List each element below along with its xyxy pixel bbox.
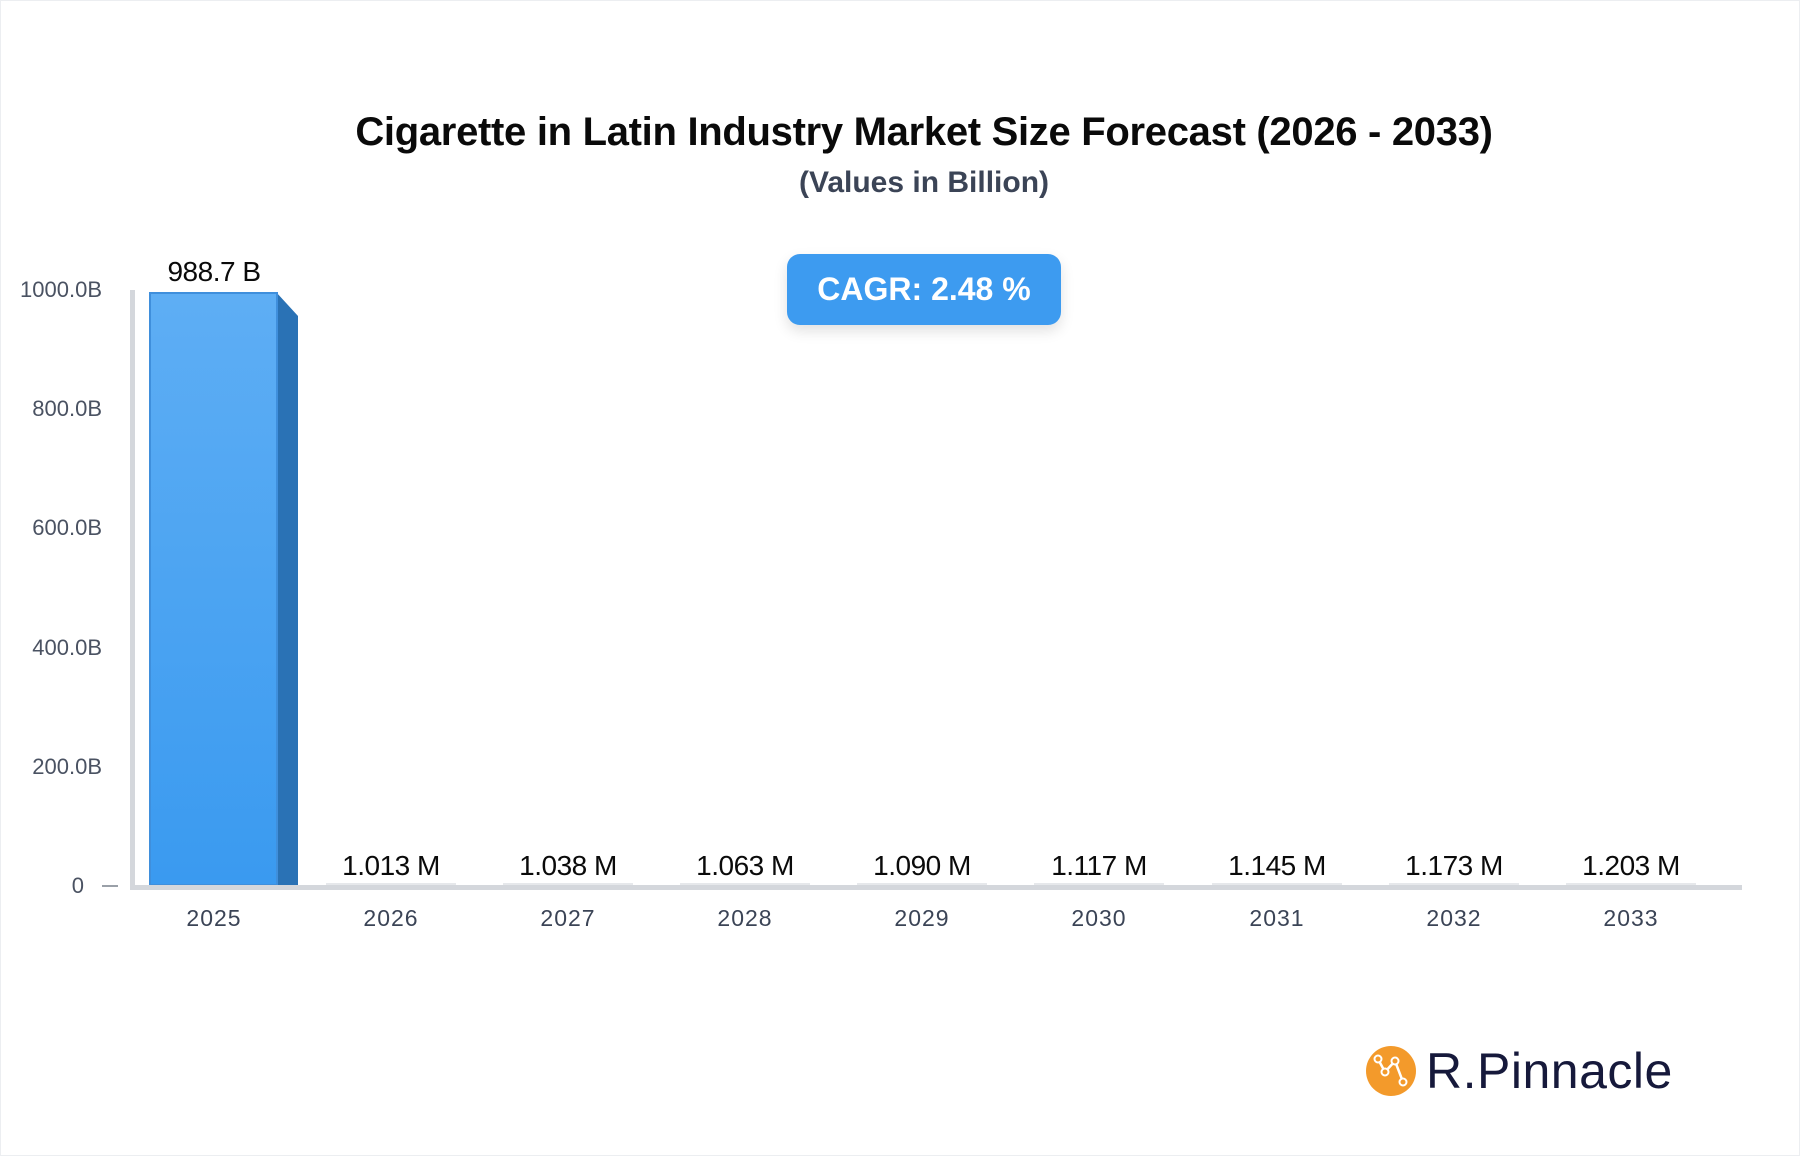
- value-label-2032: 1.173 M: [1405, 850, 1503, 881]
- y-tick-label: 200.0B: [32, 754, 102, 779]
- value-label-2028: 1.063 M: [696, 850, 794, 881]
- chart-title: Cigarette in Latin Industry Market Size …: [355, 110, 1493, 154]
- value-label-2027: 1.038 M: [519, 850, 617, 881]
- y-tick-label: 800.0B: [32, 396, 102, 421]
- cagr-badge: CAGR: 2.48 %: [787, 254, 1061, 325]
- y-axis-line: [130, 290, 135, 889]
- x-tick-label: 2026: [363, 905, 419, 931]
- chart-network-icon: [1366, 1046, 1416, 1096]
- value-label-2025: 988.7 B: [167, 256, 261, 287]
- x-tick-label: 2032: [1426, 905, 1482, 931]
- y-tick-label: 600.0B: [32, 515, 102, 540]
- value-label-2026: 1.013 M: [342, 850, 440, 881]
- value-label-2031: 1.145 M: [1228, 850, 1326, 881]
- bar-side-2025: [276, 292, 298, 887]
- x-tick-label: 2029: [894, 905, 950, 931]
- y-tick-label: 1000.0B: [20, 277, 102, 302]
- value-label-2030: 1.117 M: [1051, 850, 1147, 881]
- x-tick-label: 2025: [186, 905, 242, 931]
- x-tick-label: 2028: [717, 905, 773, 931]
- value-label-2033: 1.203 M: [1582, 850, 1680, 881]
- x-tick-label: 2033: [1603, 905, 1659, 931]
- y-zero-tick: [102, 885, 118, 887]
- x-axis-line: [130, 885, 1742, 890]
- x-tick-label: 2027: [540, 905, 596, 931]
- x-tick-label: 2031: [1249, 905, 1305, 931]
- y-tick-label: 400.0B: [32, 635, 102, 660]
- bar-2025[interactable]: [149, 292, 278, 886]
- x-tick-label: 2030: [1071, 905, 1127, 931]
- brand-logo: R.Pinnacle: [1366, 1046, 1673, 1096]
- value-label-2029: 1.090 M: [873, 850, 971, 881]
- y-tick-label: 0: [71, 873, 84, 898]
- brand-name: R.Pinnacle: [1426, 1043, 1673, 1099]
- chart-subtitle: (Values in Billion): [798, 166, 1050, 199]
